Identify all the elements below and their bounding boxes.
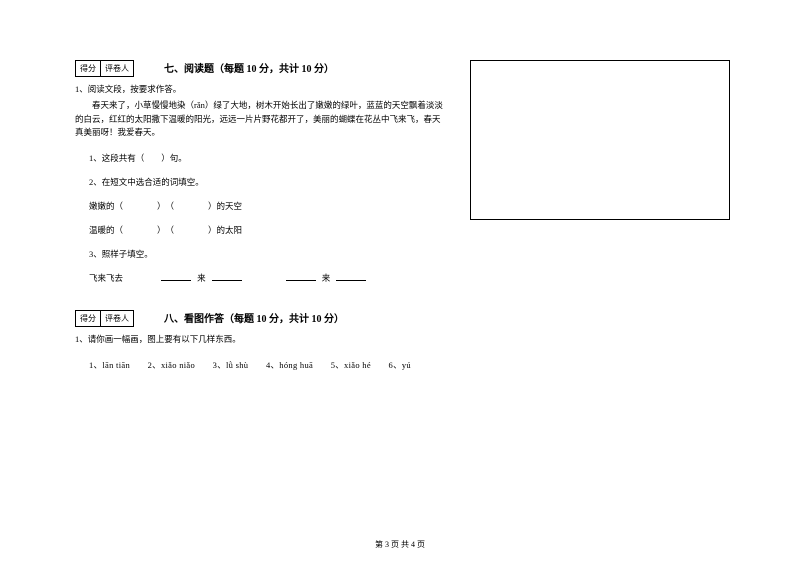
suffix1: 来 (197, 273, 206, 283)
blank[interactable] (286, 280, 316, 281)
fill-line-a: 嫩嫩的（ ） （ ）的天空 (89, 200, 445, 212)
section8-q1: 1、请你画一幅画，图上要有以下几样东西。 (75, 333, 445, 345)
pattern-label: 飞来飞去 (89, 273, 123, 283)
sub2: 2、在短文中选合适的词填空。 (89, 176, 445, 188)
blank[interactable] (336, 280, 366, 281)
blank[interactable] (161, 280, 191, 281)
main-content: 得分 评卷人 七、阅读题（每题 10 分，共计 10 分） 1、阅读文段，按要求… (75, 60, 445, 371)
page-footer: 第 3 页 共 4 页 (0, 539, 800, 550)
section8-title: 八、看图作答（每题 10 分，共计 10 分） (164, 310, 344, 327)
fill-line-b: 温暖的（ ） （ ）的太阳 (89, 224, 445, 236)
passage-text: 春天来了，小草慢慢地染（rǎn）绿了大地，树木开始长出了嫩嫩的绿叶，蓝蓝的天空飘… (75, 99, 445, 140)
q1-intro: 1、阅读文段，按要求作答。 (75, 83, 445, 95)
score-label: 得分 (76, 61, 101, 76)
score-box: 得分 评卷人 (75, 60, 134, 77)
sub1: 1、这段共有（ ）句。 (89, 152, 445, 164)
section8-header: 得分 评卷人 八、看图作答（每题 10 分，共计 10 分） (75, 310, 445, 327)
pattern-line: 飞来飞去 来 来 (89, 272, 445, 284)
grader-label: 评卷人 (101, 61, 133, 76)
drawing-box (470, 60, 730, 220)
section7-header: 得分 评卷人 七、阅读题（每题 10 分，共计 10 分） (75, 60, 445, 77)
score-box: 得分 评卷人 (75, 310, 134, 327)
sub3: 3、照样子填空。 (89, 248, 445, 260)
section7-title: 七、阅读题（每题 10 分，共计 10 分） (164, 60, 334, 77)
blank-group-1: 来 (155, 273, 248, 283)
suffix2: 来 (322, 273, 331, 283)
blank[interactable] (212, 280, 242, 281)
grader-label: 评卷人 (101, 311, 133, 326)
pinyin-list: 1、lān tiān 2、xiǎo niǎo 3、lǜ shù 4、hóng h… (89, 359, 445, 371)
score-label: 得分 (76, 311, 101, 326)
blank-group-2: 来 (280, 273, 373, 283)
